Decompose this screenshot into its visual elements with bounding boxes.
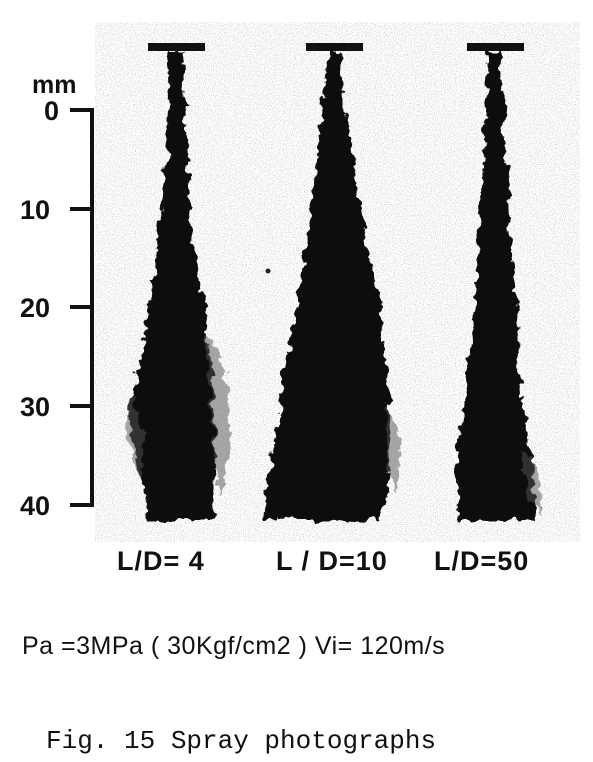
spray-label-1: L/D= 4 [117, 546, 205, 576]
spray-mist [124, 330, 232, 500]
spray-mist [520, 450, 544, 515]
photo-speck [265, 268, 271, 274]
spray-plume-2 [264, 43, 400, 520]
spray-shape [128, 51, 216, 520]
scale-bar: mm 0 10 20 30 40 [20, 71, 94, 521]
nozzle-bar [148, 43, 205, 51]
test-conditions: Pa =3MPa ( 30Kgf/cm2 ) Vi= 120m/s [22, 632, 446, 660]
spray-mist [386, 400, 400, 490]
scale-tick-label: 40 [20, 491, 50, 521]
nozzle-bar [306, 43, 363, 51]
spray-plume-3 [456, 43, 544, 520]
scale-tick-label: 20 [20, 293, 50, 323]
spray-plume-1 [124, 43, 232, 520]
spray-label-3: L/D=50 [434, 546, 530, 576]
spray-shape [264, 51, 392, 520]
scale-tick-label: 0 [44, 96, 59, 126]
spray-label-2: L / D=10 [276, 546, 388, 576]
nozzle-bar [467, 43, 524, 51]
scale-tick-label: 30 [20, 392, 50, 422]
spray-shape [456, 51, 536, 520]
scale-tick-label: 10 [20, 195, 50, 225]
figure-caption: Fig. 15 Spray photographs [46, 726, 437, 756]
scale-unit: mm [32, 71, 76, 99]
